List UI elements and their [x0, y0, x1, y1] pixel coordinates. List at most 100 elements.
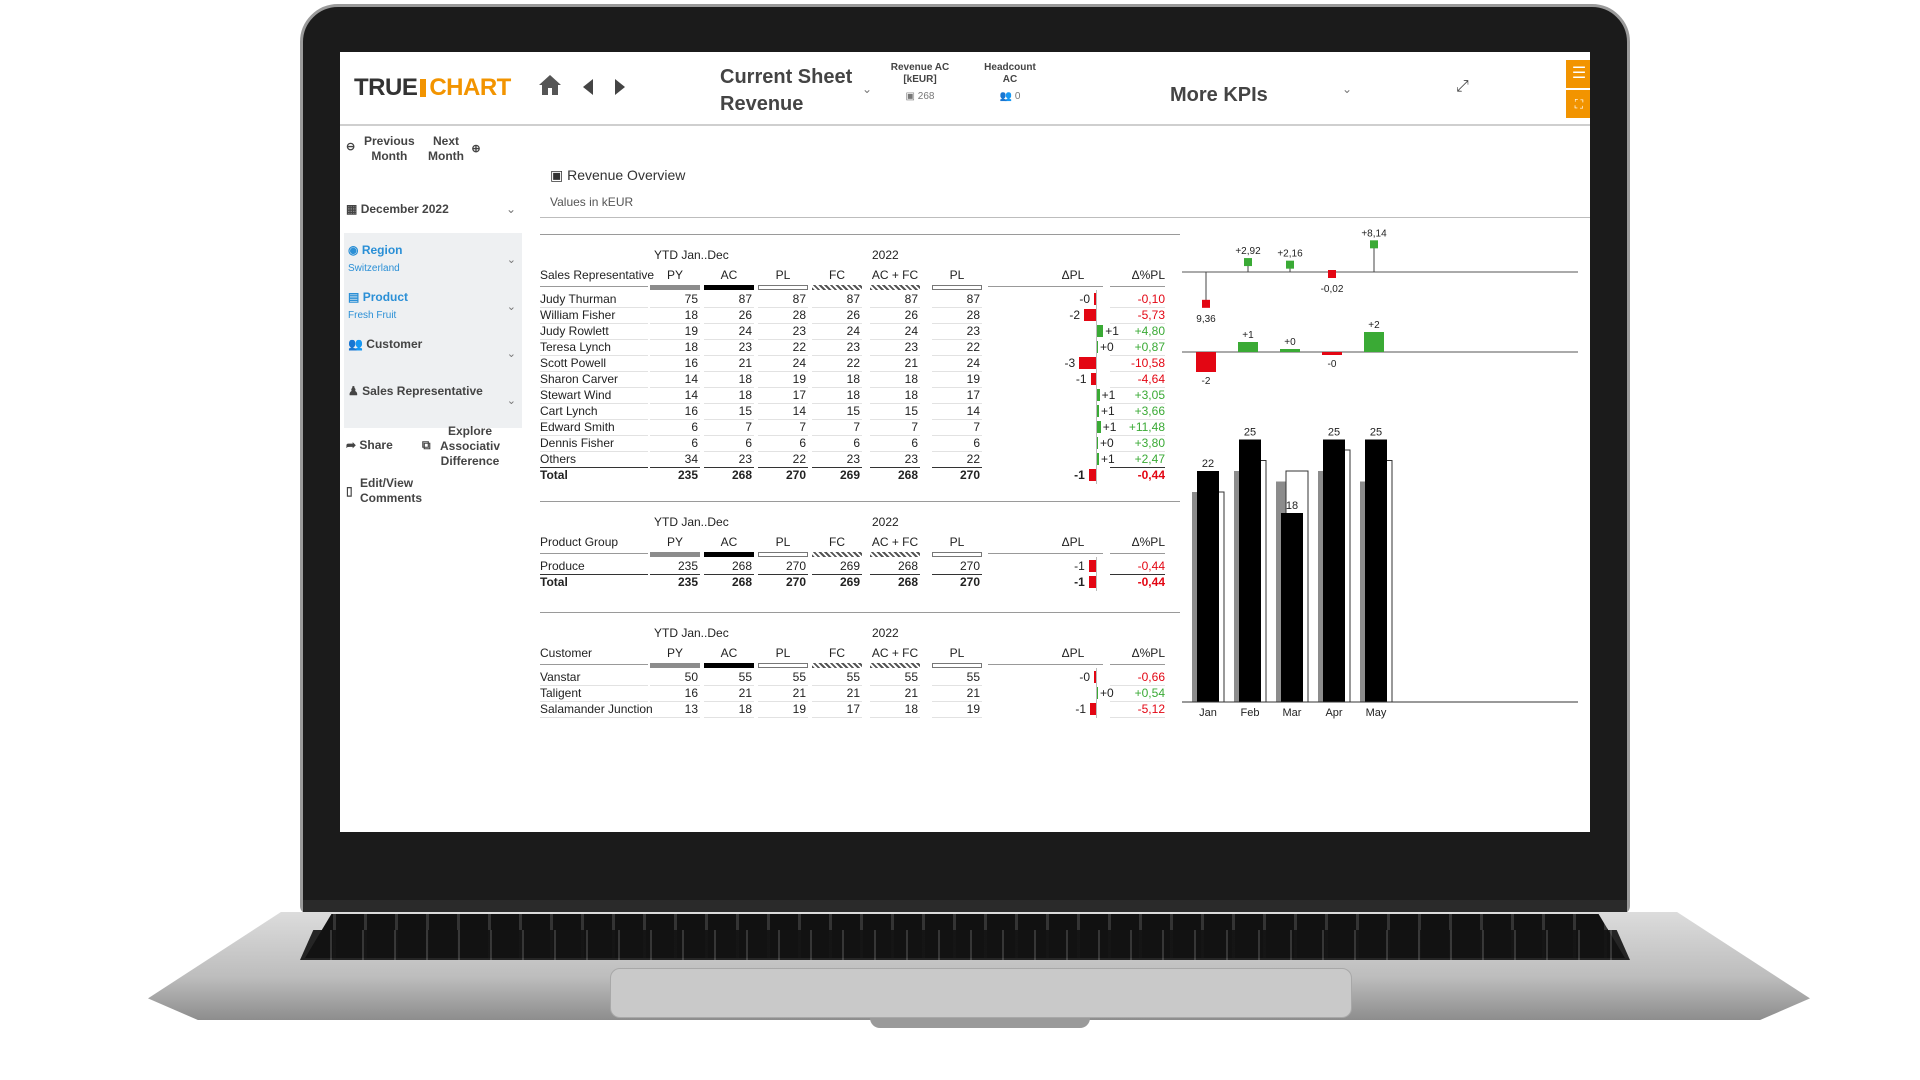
cell-pl2: 22: [966, 452, 980, 466]
home-icon[interactable]: [537, 72, 563, 105]
variance-label: +1: [1101, 388, 1116, 402]
cell-fc: 269: [839, 468, 860, 482]
row-name: Taligent: [540, 686, 582, 700]
row-sep: [870, 685, 920, 686]
cell-pl: 87: [792, 292, 806, 306]
filter-region[interactable]: ◉ Region Switzerland ⌄: [344, 233, 522, 287]
row-sep: [650, 355, 700, 356]
next-month-button[interactable]: Next Month ⊕: [428, 134, 481, 164]
row-sep: [758, 339, 808, 340]
header-rule-dpl: [988, 553, 1103, 554]
row-sep: [870, 323, 920, 324]
cell-pl2: 23: [966, 324, 980, 338]
variance-pct: +3,05: [1134, 388, 1165, 402]
menu-icon[interactable]: ☰: [1566, 60, 1590, 88]
date-value: December 2022: [360, 202, 449, 216]
header-rule-dpct: [1110, 664, 1165, 665]
row-sep: [932, 339, 982, 340]
row-sep: [932, 355, 982, 356]
variance-pct: -0,44: [1137, 575, 1165, 589]
cell-py: 16: [684, 686, 698, 700]
date-selector[interactable]: ▦ December 2022 ⌄: [346, 202, 522, 217]
row-name: Salamander Junction: [540, 702, 653, 716]
cell-py: 19: [684, 324, 698, 338]
variance-label: -2: [1069, 308, 1080, 322]
kpi-revenue-label: Revenue AC: [890, 62, 950, 73]
filter-sales-rep[interactable]: ♟ Sales Representative ⌄: [344, 374, 522, 428]
kpi-headcount[interactable]: Headcount AC 👥 0: [970, 62, 1050, 103]
variance-pct: +0,87: [1134, 340, 1165, 354]
row-sep: [704, 323, 754, 324]
variance-pct: +3,80: [1134, 436, 1165, 450]
variance-abs-label: +1: [1242, 330, 1254, 341]
header-ac: AC: [720, 646, 738, 660]
row-sep: [758, 403, 808, 404]
ac-value-label: 25: [1370, 427, 1382, 439]
variance-axis: [1096, 290, 1097, 484]
total-rule: [704, 574, 754, 575]
row-sep: [758, 685, 808, 686]
cell-ac: 23: [738, 340, 752, 354]
globe-icon: ◉: [348, 243, 359, 257]
row-sep: [540, 419, 648, 420]
plus-circle-icon: ⊕: [471, 143, 481, 155]
row-sep: [1110, 387, 1165, 388]
variance-label: -1: [1075, 702, 1086, 716]
header-bar-pl2: [932, 663, 982, 668]
header-year: 2022: [872, 626, 899, 640]
total-rule: [650, 467, 700, 468]
total-rule: [932, 574, 982, 575]
document-icon: ▯: [346, 484, 353, 498]
back-icon[interactable]: [580, 76, 596, 104]
selection-icon[interactable]: ⛶: [1566, 90, 1590, 118]
previous-month-button[interactable]: ⊖ Previous Month: [346, 134, 415, 164]
variance-label: -1: [1074, 468, 1085, 482]
variance-bar: [1096, 389, 1100, 401]
forward-icon[interactable]: [612, 76, 628, 104]
header-pl: PL: [775, 646, 791, 660]
ac-value-label: 22: [1202, 458, 1214, 470]
cell-acfc: 18: [904, 702, 918, 716]
variance-bar: [1096, 421, 1101, 433]
cell-acfc: 23: [904, 452, 918, 466]
header-bar-pl2: [932, 285, 982, 290]
chevron-down-icon[interactable]: ⌄: [862, 82, 873, 96]
basket-icon: ▤: [348, 290, 360, 304]
kpi-revenue[interactable]: Revenue AC [kEUR] ▣ 268: [880, 62, 960, 103]
row-sep: [540, 451, 648, 452]
variance-pct: +2,47: [1134, 452, 1165, 466]
logo-chart-text: CHART: [429, 74, 511, 101]
header-rule-dpl: [988, 286, 1103, 287]
expand-icon[interactable]: ⤢: [1456, 78, 1469, 95]
header-year: 2022: [872, 515, 899, 529]
category-label: May: [1366, 707, 1387, 719]
filter-customer[interactable]: 👥 Customer ⌄: [344, 327, 522, 381]
header-dpl: ΔPL: [1061, 268, 1085, 282]
variance-bar: [1096, 453, 1099, 465]
header-bar-pl: [758, 285, 808, 290]
cell-pl2: 14: [966, 404, 980, 418]
current-sheet-selector[interactable]: Current Sheet Revenue: [720, 64, 852, 118]
variance-axis: [1096, 668, 1097, 718]
variance-pct: -4,64: [1137, 372, 1165, 386]
chevron-down-icon[interactable]: ⌄: [1342, 82, 1353, 96]
share-button[interactable]: ➦ Share: [346, 438, 393, 453]
explore-label-1: Explore: [448, 424, 493, 438]
variance-label: +0: [1100, 340, 1114, 354]
variance-label: +0: [1100, 436, 1114, 450]
laptop-keyboard-row: [300, 930, 1630, 960]
variance-label: +1: [1101, 404, 1115, 418]
filter-product[interactable]: ▤ Product Fresh Fruit ⌄: [344, 280, 522, 334]
explore-button[interactable]: ⧉ Explore Associativ Difference: [422, 424, 500, 469]
row-name: Judy Rowlett: [540, 324, 609, 338]
row-sep: [650, 701, 700, 702]
cell-pl2: 19: [966, 702, 980, 716]
variance-abs-bar: [1196, 352, 1216, 372]
edit-comments-button[interactable]: ▯ Edit/View Comments: [346, 476, 422, 506]
app-header: TRUE CHART Current Sheet Revenue ⌄ Revenu…: [340, 52, 1590, 126]
row-sep: [932, 307, 982, 308]
header-ytd: YTD Jan..Dec: [654, 248, 729, 262]
current-sheet-value: Revenue: [720, 93, 804, 115]
cell-pl2: 6: [973, 436, 980, 450]
more-kpis-selector[interactable]: More KPIs: [1170, 84, 1268, 106]
